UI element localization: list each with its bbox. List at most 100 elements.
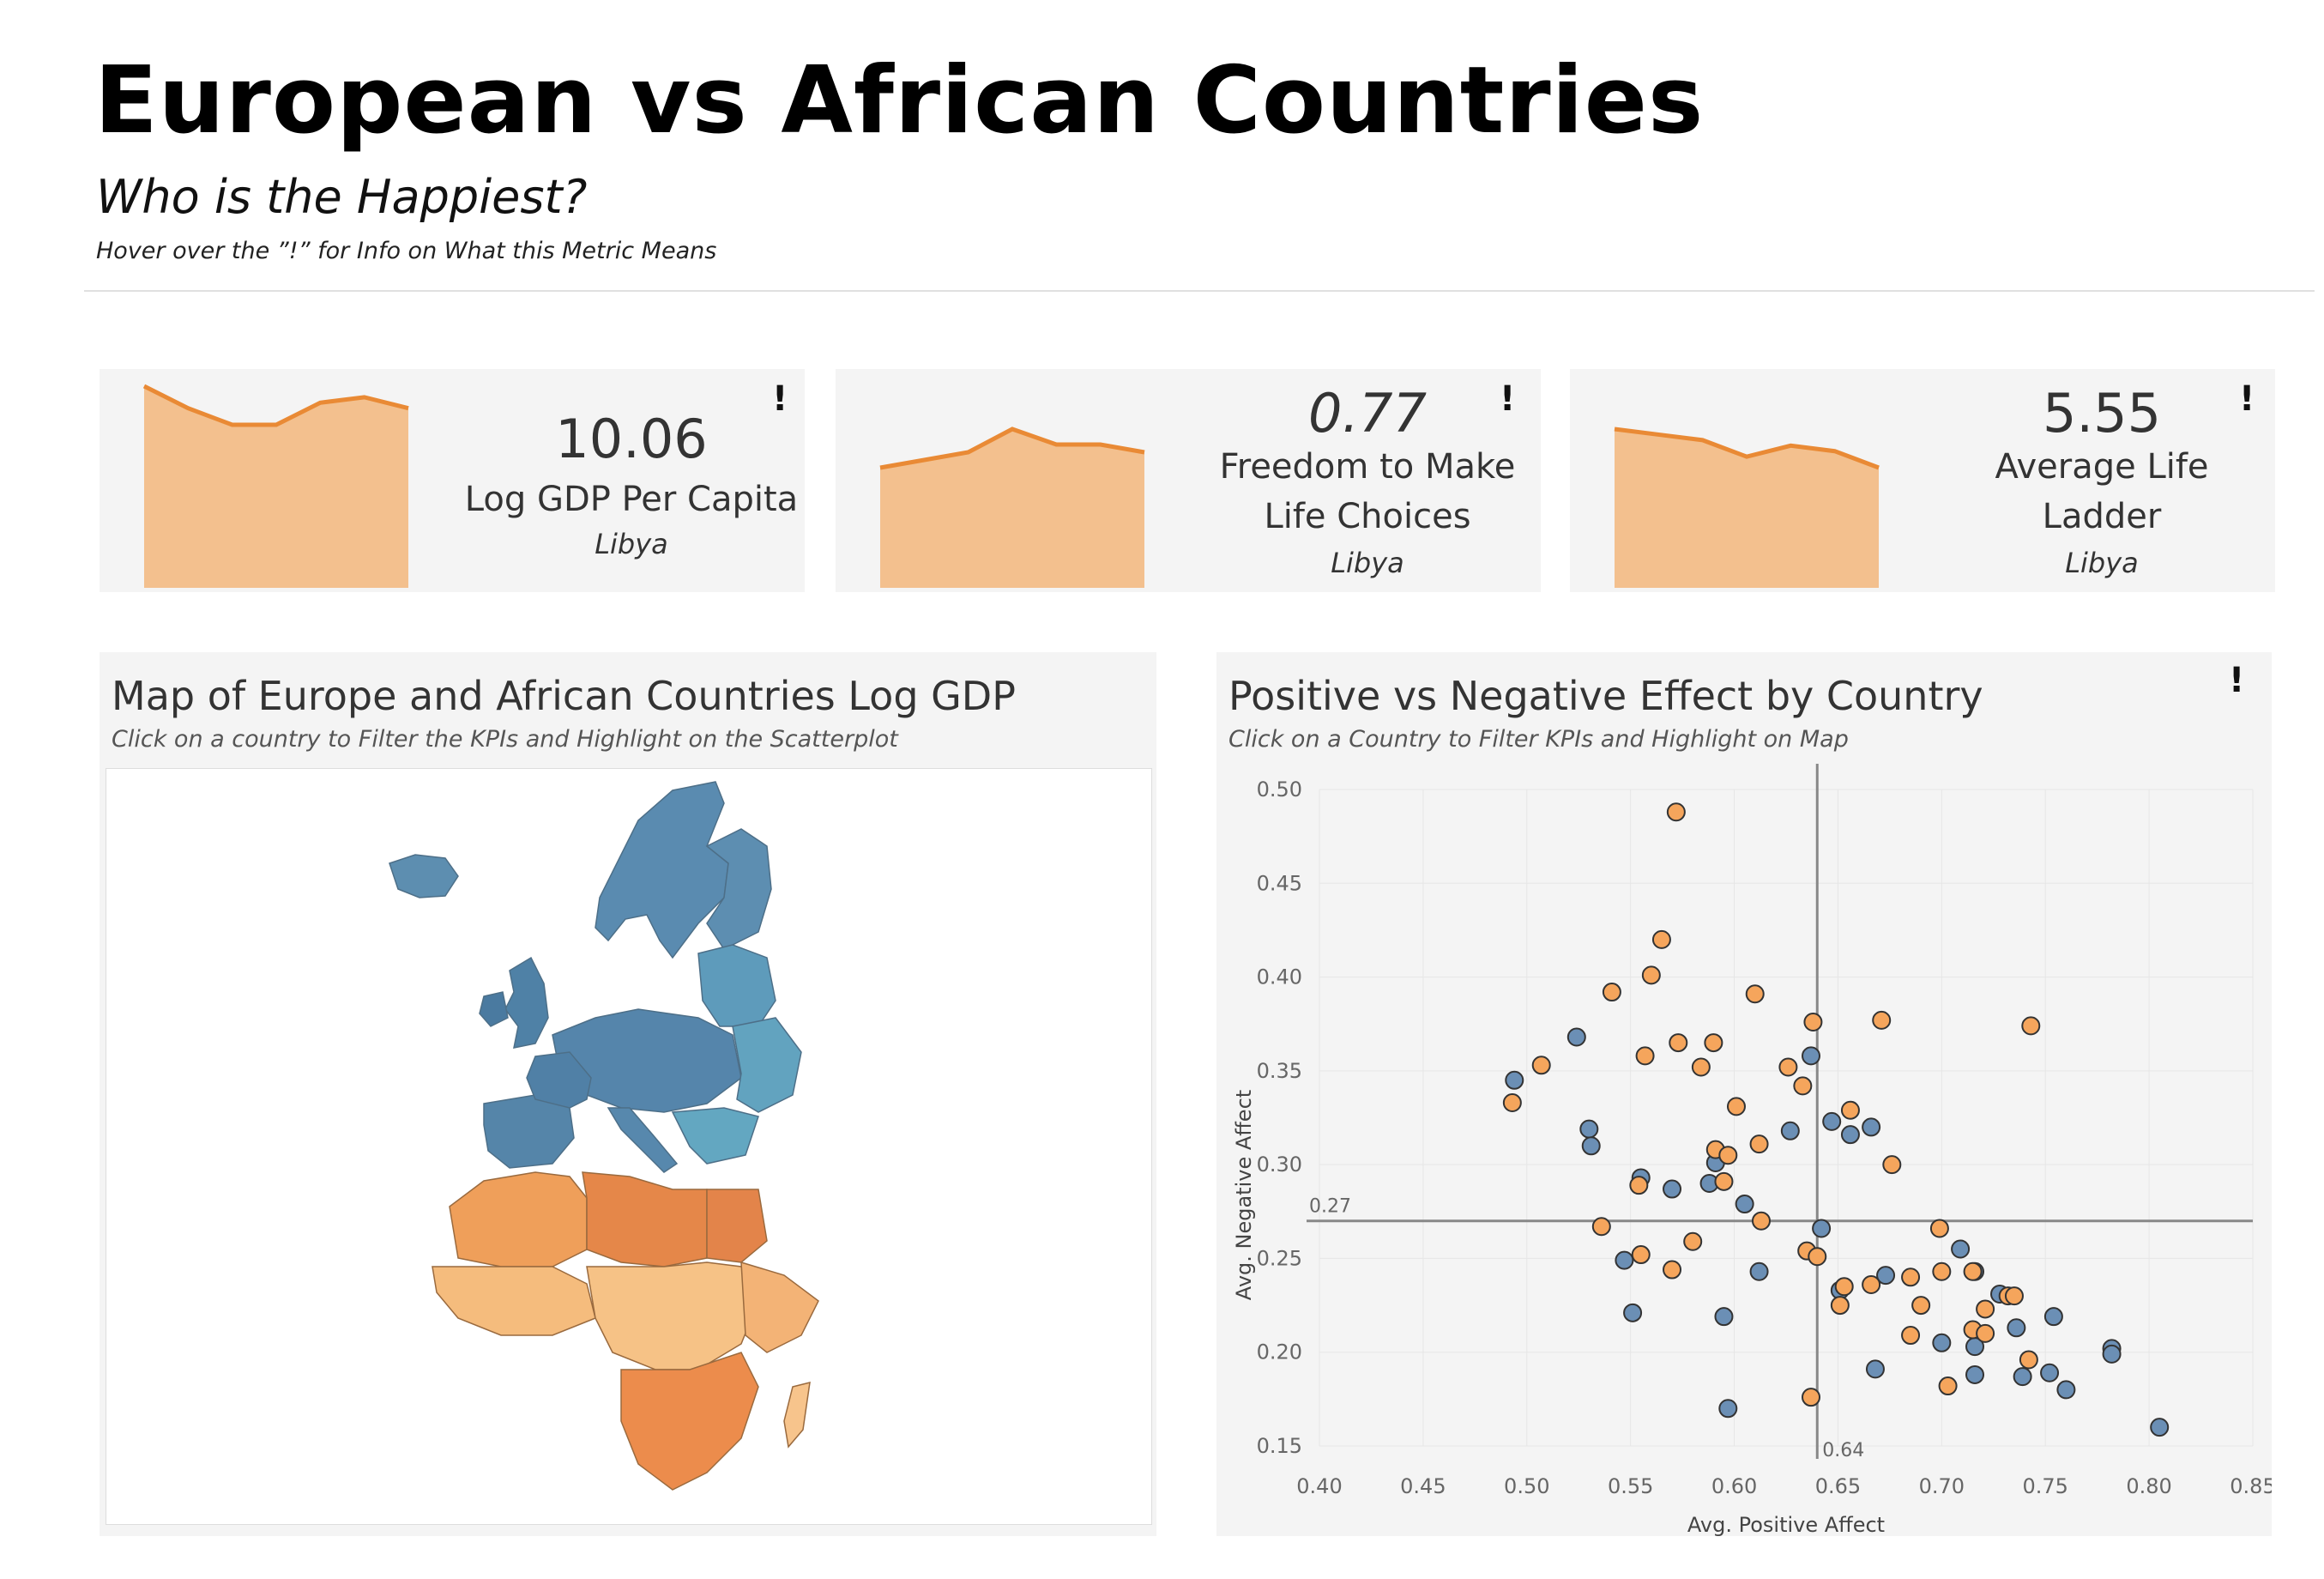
scatter-point-africa[interactable] (1704, 1033, 1723, 1053)
scatter-point-africa[interactable] (1963, 1261, 1983, 1281)
scatter-point-africa[interactable] (1778, 1057, 1798, 1077)
map-region-central-africa[interactable] (586, 1261, 759, 1370)
scatter-point-africa[interactable] (1531, 1056, 1551, 1075)
scatter-point-africa[interactable] (1802, 1388, 1821, 1407)
scatter-point-africa[interactable] (1602, 983, 1621, 1002)
kpi-card-life-ladder[interactable]: 5.55 Average Life Ladder Libya ! (1570, 369, 2275, 592)
scatter-point-africa[interactable] (1976, 1299, 1995, 1319)
scatter-point-europe[interactable] (2007, 1318, 2026, 1338)
scatter-point-europe[interactable] (1932, 1333, 1952, 1352)
scatter-point-europe[interactable] (1812, 1219, 1832, 1238)
map-canvas[interactable] (106, 768, 1152, 1525)
scatter-point-africa[interactable] (2021, 1016, 2041, 1036)
scatter-point-africa[interactable] (1651, 929, 1671, 949)
map-region-northwest-africa[interactable] (449, 1171, 588, 1267)
scatter-point-africa[interactable] (1683, 1231, 1703, 1251)
scatter-point-europe[interactable] (1615, 1250, 1634, 1270)
map-region-algeria-libya[interactable] (582, 1171, 708, 1267)
scatter-point-africa[interactable] (2019, 1350, 2038, 1370)
scatter-point-europe[interactable] (1735, 1195, 1754, 1214)
map-region-egypt[interactable] (706, 1189, 768, 1263)
scatter-point-africa[interactable] (1714, 1171, 1734, 1191)
scatter-point-africa[interactable] (1872, 1010, 1892, 1030)
map-region-italy[interactable] (607, 1107, 679, 1173)
scatter-point-europe[interactable] (1663, 1179, 1682, 1199)
scatter-point-africa[interactable] (1932, 1261, 1952, 1281)
scatter-point-europe[interactable] (1749, 1261, 1769, 1281)
scatter-point-europe[interactable] (1862, 1117, 1881, 1137)
scatter-point-europe[interactable] (1840, 1125, 1860, 1145)
kpi-card-log-gdp[interactable]: 10.06 Log GDP Per Capita Libya ! (100, 369, 805, 592)
map-region-west-africa[interactable] (432, 1266, 596, 1336)
scatter-point-africa[interactable] (2004, 1286, 2024, 1306)
scatter-point-europe[interactable] (1802, 1046, 1821, 1066)
scatter-point-africa[interactable] (1629, 1176, 1649, 1195)
scatter-point-africa[interactable] (1591, 1217, 1611, 1237)
choropleth-map[interactable] (106, 769, 1151, 1524)
scatter-point-europe[interactable] (1951, 1239, 1971, 1259)
scatter-point-europe[interactable] (1965, 1364, 1985, 1384)
scatter-point-africa[interactable] (1976, 1323, 1995, 1343)
scatter-point-africa[interactable] (1938, 1376, 1958, 1396)
map-region-scandinavia[interactable] (595, 781, 729, 959)
scatter-point-africa[interactable] (1666, 802, 1686, 822)
map-region-balkans[interactable] (671, 1107, 759, 1165)
scatter-point-africa[interactable] (1691, 1057, 1711, 1077)
kpi-card-freedom[interactable]: 0.77 Freedom to Make Life Choices Libya … (836, 369, 1541, 592)
scatter-point-europe[interactable] (2102, 1344, 2122, 1364)
scatter-point-europe[interactable] (2040, 1363, 2060, 1382)
scatter-plot[interactable]: 0.40 0.45 0.50 0.55 0.60 0.65 0.70 0.75 0.80 0.85… (1216, 652, 2272, 1536)
scatter-point-europe[interactable] (1623, 1303, 1643, 1322)
scatter-point-europe[interactable] (2150, 1418, 2170, 1437)
map-region-ireland[interactable] (479, 991, 509, 1027)
scatter-point-europe[interactable] (2056, 1380, 2076, 1400)
scatter-point-africa[interactable] (1726, 1097, 1746, 1116)
map-region-uk[interactable] (504, 956, 549, 1049)
scatter-point-africa[interactable] (1641, 965, 1661, 985)
map-region-baltics[interactable] (697, 944, 776, 1027)
scatter-point-africa[interactable] (1635, 1046, 1655, 1066)
scatter-point-africa[interactable] (1808, 1247, 1827, 1267)
scatter-point-africa[interactable] (1803, 1013, 1823, 1032)
scatter-point-africa[interactable] (1929, 1219, 1949, 1238)
scatter-point-africa[interactable] (1901, 1267, 1921, 1287)
info-icon[interactable]: ! (1500, 379, 1516, 419)
scatter-point-europe[interactable] (2013, 1367, 2032, 1387)
scatter-point-europe[interactable] (2043, 1307, 2063, 1327)
scatter-point-europe[interactable] (1566, 1027, 1586, 1047)
map-region-madagascar[interactable] (783, 1382, 811, 1449)
scatter-point-africa[interactable] (1718, 1146, 1738, 1165)
scatter-point-europe[interactable] (1718, 1399, 1738, 1419)
info-icon[interactable]: ! (2229, 661, 2245, 700)
map-region-horn-of-africa[interactable] (740, 1261, 819, 1353)
scatter-point-africa[interactable] (1502, 1093, 1522, 1113)
scatter-point-europe[interactable] (1876, 1266, 1896, 1286)
scatter-point-europe[interactable] (1581, 1136, 1601, 1156)
scatter-point-africa[interactable] (1882, 1155, 1902, 1175)
scatter-point-africa[interactable] (1834, 1277, 1854, 1297)
scatter-point-africa[interactable] (1745, 984, 1765, 1004)
map-region-france[interactable] (526, 1051, 592, 1109)
map-region-finland[interactable] (705, 828, 772, 950)
scatter-point-europe[interactable] (1714, 1307, 1734, 1327)
scatter-point-africa[interactable] (1631, 1245, 1651, 1265)
scatter-point-europe[interactable] (1579, 1119, 1599, 1139)
scatter-point-africa[interactable] (1911, 1296, 1931, 1316)
scatter-point-africa[interactable] (1830, 1296, 1850, 1316)
scatter-point-africa[interactable] (1669, 1033, 1688, 1053)
map-region-southern-africa[interactable] (620, 1352, 759, 1491)
scatter-point-europe[interactable] (1865, 1359, 1885, 1379)
scatter-point-africa[interactable] (1862, 1275, 1881, 1295)
scatter-point-africa[interactable] (1901, 1326, 1921, 1346)
scatter-point-africa[interactable] (1663, 1260, 1682, 1280)
scatter-point-europe[interactable] (1780, 1121, 1800, 1140)
scatter-point-africa[interactable] (1751, 1211, 1771, 1231)
scatter-point-europe[interactable] (1505, 1070, 1524, 1090)
info-icon[interactable]: ! (2239, 379, 2255, 419)
scatter-point-africa[interactable] (1749, 1134, 1769, 1154)
map-region-iceland[interactable] (389, 854, 459, 898)
scatter-point-africa[interactable] (1793, 1076, 1813, 1096)
info-icon[interactable]: ! (772, 379, 788, 419)
map-region-eastern-europe[interactable] (732, 1017, 802, 1113)
scatter-point-africa[interactable] (1840, 1100, 1860, 1120)
